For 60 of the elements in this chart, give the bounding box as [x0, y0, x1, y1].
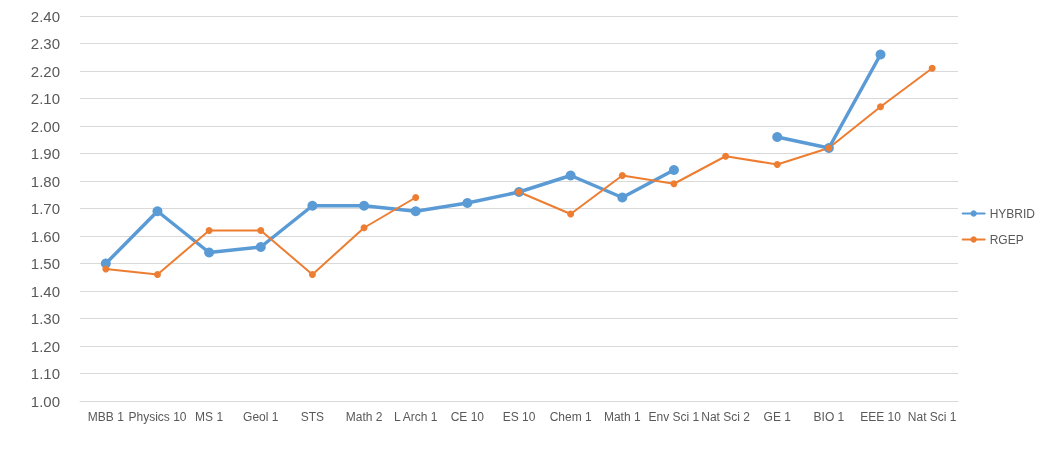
x-tick-label: STS	[300, 409, 325, 424]
point	[668, 165, 679, 175]
x-tick-label: Env Sci 1	[648, 409, 700, 424]
x-tick-label: Chem 1	[549, 409, 592, 424]
y-tick-label: 1.50	[30, 255, 60, 272]
y-tick-label: 1.30	[30, 310, 60, 327]
y-tick-label: 1.80	[30, 172, 60, 190]
x-tick-label: L Arch 1	[393, 409, 438, 424]
point	[773, 161, 781, 168]
point	[255, 242, 266, 252]
point	[462, 198, 473, 208]
x-tick-label: CE 10	[450, 409, 485, 424]
point	[670, 180, 678, 188]
point	[617, 192, 628, 203]
point	[257, 227, 265, 234]
x-tick-label: Physics 10	[128, 409, 187, 424]
point	[102, 265, 110, 273]
x-tick-label: Math 1	[603, 409, 641, 424]
x-tick-label: Nat Sci 1	[907, 409, 957, 424]
y-tick-label: 1.90	[30, 145, 60, 162]
x-tick-label: Geol 1	[243, 409, 279, 424]
x-tick-label: MBB 1	[87, 409, 125, 424]
y-tick-label: 2.10	[30, 90, 60, 107]
x-tick-label: EEE 10	[860, 409, 902, 424]
y-tick-label: 2.30	[30, 35, 60, 52]
point	[205, 227, 213, 234]
point	[412, 194, 420, 201]
y-tick-label: 1.00	[30, 392, 60, 410]
x-tick-label: GE 1	[763, 409, 792, 424]
point	[152, 206, 163, 217]
y-tick-label: 1.20	[30, 337, 60, 355]
point	[722, 152, 730, 160]
point	[567, 210, 575, 218]
point	[153, 271, 161, 278]
y-tick-label: 2.00	[30, 117, 60, 135]
x-tick-label: Math 2	[345, 409, 383, 424]
y-tick-label: 2.20	[30, 62, 60, 80]
legend-label: HYBRID	[989, 206, 1036, 221]
y-tick-label: 1.40	[30, 282, 60, 300]
point	[307, 200, 318, 211]
legend-label: RGEP	[989, 232, 1024, 247]
point	[360, 224, 368, 232]
y-tick-label: 1.10	[30, 365, 60, 382]
y-tick-label: 1.60	[30, 227, 60, 245]
point	[928, 64, 936, 72]
point	[359, 200, 370, 211]
point	[618, 172, 626, 179]
point	[877, 103, 885, 111]
point	[565, 170, 576, 181]
point	[875, 49, 886, 60]
x-tick-label: MS 1	[195, 409, 224, 424]
point	[308, 271, 316, 278]
point	[204, 247, 215, 258]
x-tick-label: ES 10	[502, 409, 536, 424]
y-tick-label: 2.40	[30, 7, 60, 25]
x-tick-label: Nat Sci 2	[701, 409, 751, 424]
point	[772, 132, 783, 142]
x-tick-label: BIO 1	[813, 409, 845, 424]
y-tick-label: 1.70	[30, 200, 60, 217]
point	[410, 206, 421, 217]
